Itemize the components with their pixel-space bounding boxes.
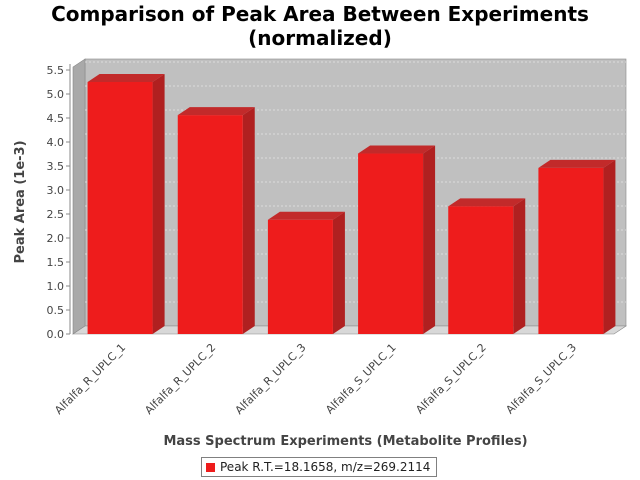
x-tick-label: Alfalfa_R_UPLC_2 [142,341,218,417]
y-tick-label: 4.5 [47,112,65,125]
legend: Peak R.T.=18.1658, m/z=269.2114 [201,457,438,477]
bar-side [513,198,526,334]
x-axis-title: Mass Spectrum Experiments (Metabolite Pr… [163,434,527,449]
x-tick-label: Alfalfa_S_UPLC_1 [323,341,399,417]
y-axis-title: Peak Area (1e-3) [13,140,28,263]
bar [448,206,514,334]
bar-top [267,211,345,220]
legend-label: Peak R.T.=18.1658, m/z=269.2114 [220,460,431,474]
bar-side [152,74,165,334]
bar-side [242,107,255,335]
bar-side [332,211,345,334]
y-tick-label: 1.5 [47,256,65,269]
bar-top [358,145,436,154]
bar-top [538,159,616,168]
legend-swatch [206,462,215,472]
y-tick-label: 3.5 [47,160,65,173]
bar-top [177,107,255,116]
x-tick-label: Alfalfa_S_UPLC_2 [413,341,489,417]
y-tick-label: 0.0 [47,328,65,341]
chart-title-line-1: Comparison of Peak Area Between Experime… [51,2,589,26]
bar [177,115,243,335]
bar [87,82,153,334]
plot-left-wall [72,58,86,335]
bar [267,219,333,334]
y-tick-label: 3.0 [47,184,65,197]
chart-title-line-2: (normalized) [248,26,392,50]
y-tick-label: 2.5 [47,208,65,221]
bar-side [603,159,616,334]
chart-title: Comparison of Peak Area Between Experime… [0,2,640,50]
bar [538,167,604,334]
x-tick-label: Alfalfa_R_UPLC_1 [52,341,128,417]
y-tick-label: 5.5 [47,64,65,77]
bar-top [448,198,526,207]
bar [358,153,424,334]
y-tick-label: 2.0 [47,232,65,245]
y-tick-label: 0.5 [47,304,65,317]
x-tick-label: Alfalfa_S_UPLC_3 [503,341,579,417]
x-tick-label: Alfalfa_R_UPLC_3 [233,341,309,417]
y-tick-label: 5.0 [47,88,65,101]
y-tick-label: 4.0 [47,136,65,149]
y-tick-label: 1.0 [47,280,65,293]
plot-background [84,58,627,327]
bar-side [423,145,436,334]
bar-top [87,74,165,82]
